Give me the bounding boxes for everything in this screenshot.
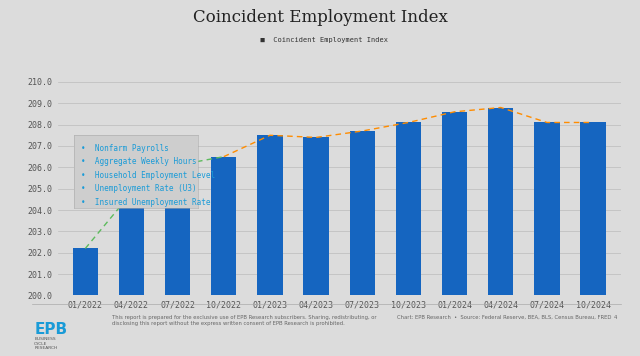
Text: •  Aggregate Weekly Hours: • Aggregate Weekly Hours [81,157,196,167]
Text: •  Household Employment Level: • Household Employment Level [81,171,215,180]
Bar [257,135,283,295]
Text: Coincident Employment Index: Coincident Employment Index [193,9,447,26]
Bar [303,137,329,295]
Text: This report is prepared for the exclusive use of EPB Research subscribers. Shari: This report is prepared for the exclusiv… [112,315,376,326]
Text: •  Nonfarm Payrolls: • Nonfarm Payrolls [81,144,169,153]
Text: BUSINESS
CYCLE
RESEARCH: BUSINESS CYCLE RESEARCH [35,337,58,350]
Bar [534,122,559,295]
Bar [349,131,375,295]
Text: ■  Coincident Employment Index: ■ Coincident Employment Index [252,37,388,43]
Text: Chart: EPB Research  •  Source: Federal Reserve, BEA, BLS, Census Bureau, FRED: Chart: EPB Research • Source: Federal Re… [397,315,611,320]
Text: •  Unemployment Rate (U3): • Unemployment Rate (U3) [81,184,196,193]
Bar [580,122,606,295]
Bar [119,193,144,295]
Bar [442,112,467,295]
Bar [165,165,190,295]
Text: EPB: EPB [35,322,67,337]
Bar [396,122,421,295]
Bar [488,108,513,295]
Text: 4: 4 [614,315,618,320]
Text: •  Insured Unemployment Rate: • Insured Unemployment Rate [81,198,211,207]
Bar [72,248,98,295]
Bar [211,157,237,295]
